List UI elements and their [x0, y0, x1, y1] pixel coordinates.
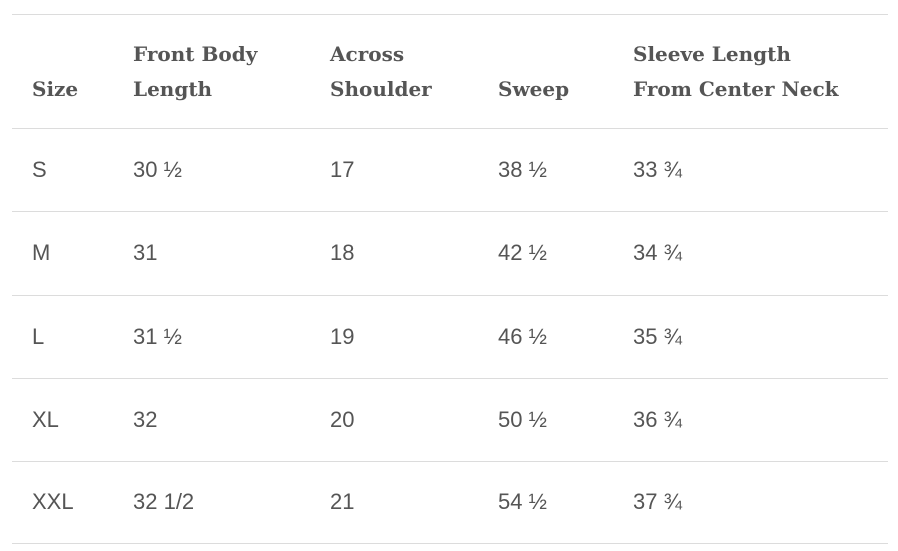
- header-cell: Length: [133, 77, 213, 101]
- table-cell: 20: [330, 406, 355, 432]
- table-cell: 32 1/2: [133, 489, 195, 514]
- table-cell: 35 ¾: [633, 323, 682, 349]
- table-cell: 54 ½: [498, 489, 547, 514]
- row-divider: [12, 461, 888, 462]
- table-cell: 36 ¾: [633, 406, 682, 432]
- table-cell: 46 ½: [498, 323, 547, 349]
- row-divider: [12, 543, 888, 544]
- table-cell: 34 ¾: [633, 240, 682, 265]
- table-cell: 30 ½: [133, 156, 182, 182]
- table-cell: 19: [330, 323, 355, 349]
- table-cell: 32: [133, 406, 158, 432]
- table-cell: 18: [330, 240, 355, 265]
- table-cell: M: [32, 240, 51, 265]
- table-cell: 50 ½: [498, 406, 547, 432]
- header-cell: Shoulder: [330, 77, 432, 101]
- row-divider: [12, 211, 888, 212]
- table-cell: 31: [133, 240, 158, 265]
- row-divider: [12, 378, 888, 379]
- header-cell: Sleeve Length: [633, 42, 791, 66]
- table-cell: 17: [330, 156, 355, 182]
- header-cell: Sweep: [498, 77, 570, 101]
- table-cell: L: [32, 323, 45, 349]
- header-cell: From Center Neck: [633, 77, 839, 101]
- table-cell: XXL: [32, 489, 74, 514]
- header-cell: Size: [32, 77, 79, 101]
- table-cell: S: [32, 156, 47, 182]
- table-cell: 38 ½: [498, 156, 547, 182]
- table-cell: 37 ¾: [633, 489, 682, 514]
- table-cell: 33 ¾: [633, 156, 682, 182]
- header-cell: Across: [330, 42, 405, 66]
- table-cell: 42 ½: [498, 240, 547, 265]
- table-cell: 31 ½: [133, 323, 182, 349]
- table-cell: 21: [330, 489, 355, 514]
- row-divider: [12, 295, 888, 296]
- table-cell: XL: [32, 406, 59, 432]
- header-cell: Front Body: [133, 42, 258, 66]
- row-divider: [12, 14, 888, 15]
- row-divider: [12, 128, 888, 129]
